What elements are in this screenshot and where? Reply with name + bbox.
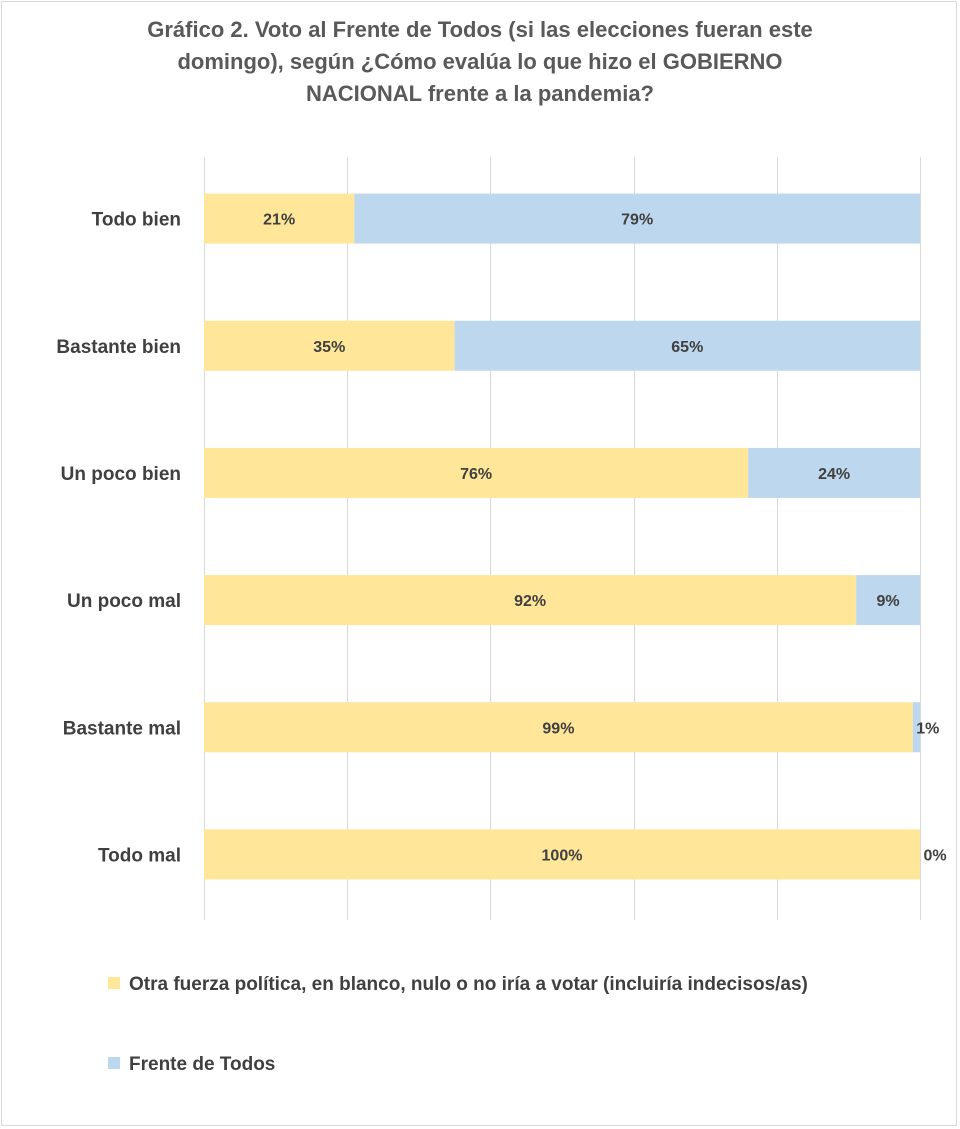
- category-label: Un poco bien: [61, 464, 181, 485]
- bar-frente-de-todos: [912, 702, 920, 753]
- data-label: 24%: [818, 466, 850, 483]
- bar-otra-fuerza: [204, 320, 455, 371]
- chart-title-line: NACIONAL frente a la pandemia?: [306, 81, 654, 106]
- legend-label: Otra fuerza política, en blanco, nulo o …: [129, 974, 808, 995]
- data-label: 35%: [313, 339, 345, 356]
- bar-otra-fuerza: [204, 702, 913, 753]
- data-label: 92%: [514, 593, 546, 610]
- bar-frente-de-todos: [748, 447, 920, 498]
- data-label: 79%: [621, 212, 653, 229]
- data-label: 76%: [460, 466, 492, 483]
- gridlines: [204, 157, 921, 920]
- category-labels: Todo bien Bastante bien Un poco bien Un poc…: [56, 210, 181, 867]
- category-label: Bastante bien: [56, 337, 181, 358]
- chart-title-line: Gráfico 2. Voto al Frente de Todos (si l…: [147, 17, 813, 42]
- legend-swatch-frente-de-todos: [108, 1057, 120, 1069]
- bar-otra-fuerza: [204, 447, 749, 498]
- category-label: Todo mal: [98, 845, 181, 866]
- legend-label: Frente de Todos: [129, 1054, 275, 1075]
- data-label: 1%: [916, 720, 939, 737]
- data-label: 99%: [542, 720, 574, 737]
- legend: Otra fuerza política, en blanco, nulo o …: [108, 974, 808, 1075]
- chart-title: Gráfico 2. Voto al Frente de Todos (si l…: [147, 17, 813, 106]
- data-label: 100%: [542, 847, 583, 864]
- category-label: Todo bien: [92, 210, 181, 231]
- bar-frente-de-todos: [354, 193, 920, 244]
- category-label: Bastante mal: [63, 718, 181, 739]
- bar-frente-de-todos: [856, 575, 920, 626]
- bars: [204, 193, 920, 880]
- bar-otra-fuerza: [204, 575, 857, 626]
- bar-otra-fuerza: [204, 829, 920, 880]
- data-label: 65%: [671, 339, 703, 356]
- bar-otra-fuerza: [204, 193, 355, 244]
- chart-title-line: domingo), según ¿Cómo evalúa lo que hizo…: [177, 49, 782, 74]
- data-labels: 21% 79% 35% 65% 76% 24% 92% 9% 99% 1% 100% 0%: [263, 212, 946, 865]
- data-label: 21%: [263, 212, 295, 229]
- data-label: 0%: [923, 847, 946, 864]
- category-label: Un poco mal: [67, 591, 181, 612]
- legend-swatch-otra-fuerza: [108, 977, 120, 989]
- data-label: 9%: [877, 593, 900, 610]
- bar-frente-de-todos: [454, 320, 920, 371]
